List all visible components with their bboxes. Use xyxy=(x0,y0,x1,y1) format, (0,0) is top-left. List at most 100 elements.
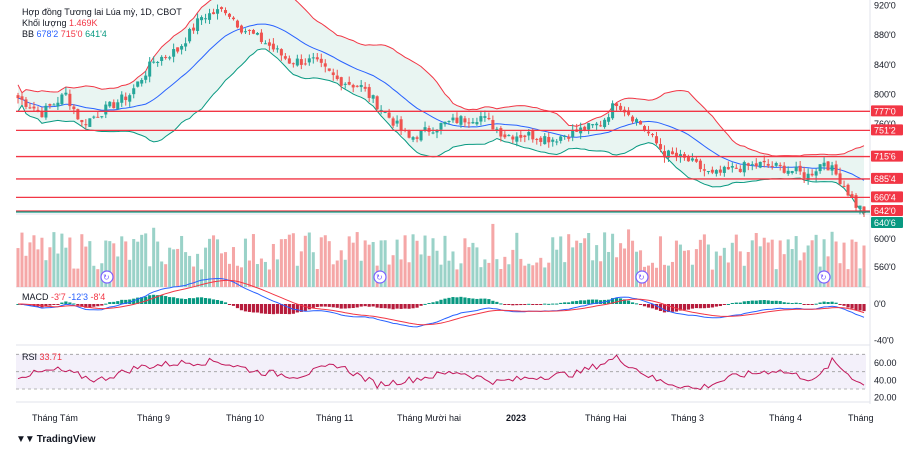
volume-bar xyxy=(359,260,363,287)
macd-histogram-bar xyxy=(247,304,252,312)
candle-body xyxy=(36,109,40,111)
price-axis-label: 840'0 xyxy=(874,60,896,70)
macd-histogram-bar xyxy=(116,301,120,304)
macd-histogram-bar xyxy=(666,304,671,313)
macd-histogram-bar xyxy=(579,300,583,304)
candle-body xyxy=(858,205,862,210)
candle-body xyxy=(243,31,247,33)
volume-bar xyxy=(587,233,591,287)
candle-body xyxy=(223,10,228,14)
candle-body xyxy=(164,56,168,58)
volume-bar xyxy=(499,269,503,287)
candle-body xyxy=(160,56,164,61)
volume-bar xyxy=(459,263,463,287)
candle-body xyxy=(32,106,36,109)
volume-bar xyxy=(575,240,579,287)
candle-body xyxy=(539,137,543,142)
candle-body xyxy=(686,156,690,162)
candle-body xyxy=(710,169,714,173)
candle-body xyxy=(391,118,395,126)
bollinger-upper-line xyxy=(17,0,865,157)
macd-histogram-bar xyxy=(203,298,208,304)
candle-body xyxy=(587,123,591,130)
macd-histogram-bar xyxy=(60,302,64,304)
candle-body xyxy=(862,206,866,214)
time-axis-label: Tháng 9 xyxy=(137,413,170,423)
macd-histogram-bar xyxy=(423,303,427,305)
time-axis-label: Tháng 3 xyxy=(671,413,704,423)
volume-bar xyxy=(92,265,96,287)
macd-histogram-bar xyxy=(670,304,675,312)
candle-body xyxy=(543,136,547,145)
macd-histogram-bar xyxy=(515,304,519,306)
time-axis-label: Tháng Hai xyxy=(585,413,627,423)
macd-histogram-bar xyxy=(299,304,303,312)
macd-histogram-bar xyxy=(355,304,359,308)
macd-histogram-bar xyxy=(730,302,734,304)
candle-body xyxy=(271,43,275,50)
candle-body xyxy=(718,169,722,173)
volume-bar xyxy=(331,264,335,287)
macd-histogram-bar xyxy=(207,298,212,304)
volume-bar xyxy=(116,256,120,287)
volume-bar xyxy=(583,238,587,287)
volume-axis-label: 600'0 xyxy=(874,234,896,244)
volume-bar xyxy=(654,267,659,287)
macd-histogram-bar xyxy=(335,304,339,308)
volume-bar xyxy=(227,263,232,287)
macd-histogram-bar xyxy=(798,303,802,305)
macd-histogram-bar xyxy=(507,304,511,305)
macd-histogram-bar xyxy=(782,302,786,304)
volume-bar xyxy=(810,240,814,287)
volume-bar xyxy=(20,232,24,287)
macd-histogram-bar xyxy=(180,298,184,304)
macd-histogram-bar xyxy=(52,304,56,305)
volume-bar xyxy=(367,244,371,287)
candle-body xyxy=(323,63,327,67)
macd-histogram-bar xyxy=(140,297,144,304)
volume-legend: Khối lượng 1.469K xyxy=(22,18,98,28)
level-label-box xyxy=(871,191,903,203)
volume-bar xyxy=(84,246,88,287)
candle-body xyxy=(794,166,798,172)
macd-histogram-bar xyxy=(654,304,659,310)
macd-histogram-bar xyxy=(108,302,112,304)
macd-histogram-bar xyxy=(738,302,742,304)
macd-histogram-bar xyxy=(726,303,730,305)
macd-histogram-bar xyxy=(132,298,136,304)
bollinger-middle-line xyxy=(17,23,865,181)
macd-histogram-bar xyxy=(555,303,559,305)
candle-body xyxy=(124,96,128,101)
volume-bar xyxy=(128,259,132,287)
candle-body xyxy=(619,105,623,110)
candle-body xyxy=(463,118,467,123)
macd-histogram-bar xyxy=(379,304,383,309)
candle-body xyxy=(583,126,587,131)
candle-body xyxy=(706,171,710,173)
candle-body xyxy=(52,104,56,106)
time-axis-label: Tháng Mười hai xyxy=(397,413,461,423)
rsi-legend: RSI 33.71 xyxy=(22,352,63,362)
macd-histogram-bar xyxy=(575,300,579,304)
volume-bar xyxy=(180,235,184,287)
volume-bar xyxy=(686,250,690,287)
candle-body xyxy=(770,165,774,167)
candle-body xyxy=(144,75,148,80)
macd-histogram-bar xyxy=(152,294,156,304)
volume-bar xyxy=(503,256,507,287)
candle-body xyxy=(519,134,523,138)
macd-signal-line xyxy=(18,279,865,326)
candle-body xyxy=(495,128,499,130)
volume-bar xyxy=(694,249,698,287)
candle-body xyxy=(200,17,204,21)
tradingview-logo[interactable]: ▼▼ TradingView xyxy=(16,434,96,445)
candle-body xyxy=(267,42,271,46)
candle-body xyxy=(172,49,176,57)
volume-bar xyxy=(726,262,730,287)
candle-body xyxy=(204,18,208,20)
candle-body xyxy=(471,122,475,124)
volume-bar xyxy=(666,265,670,287)
volume-bar xyxy=(734,234,738,287)
volume-bar xyxy=(627,229,631,287)
